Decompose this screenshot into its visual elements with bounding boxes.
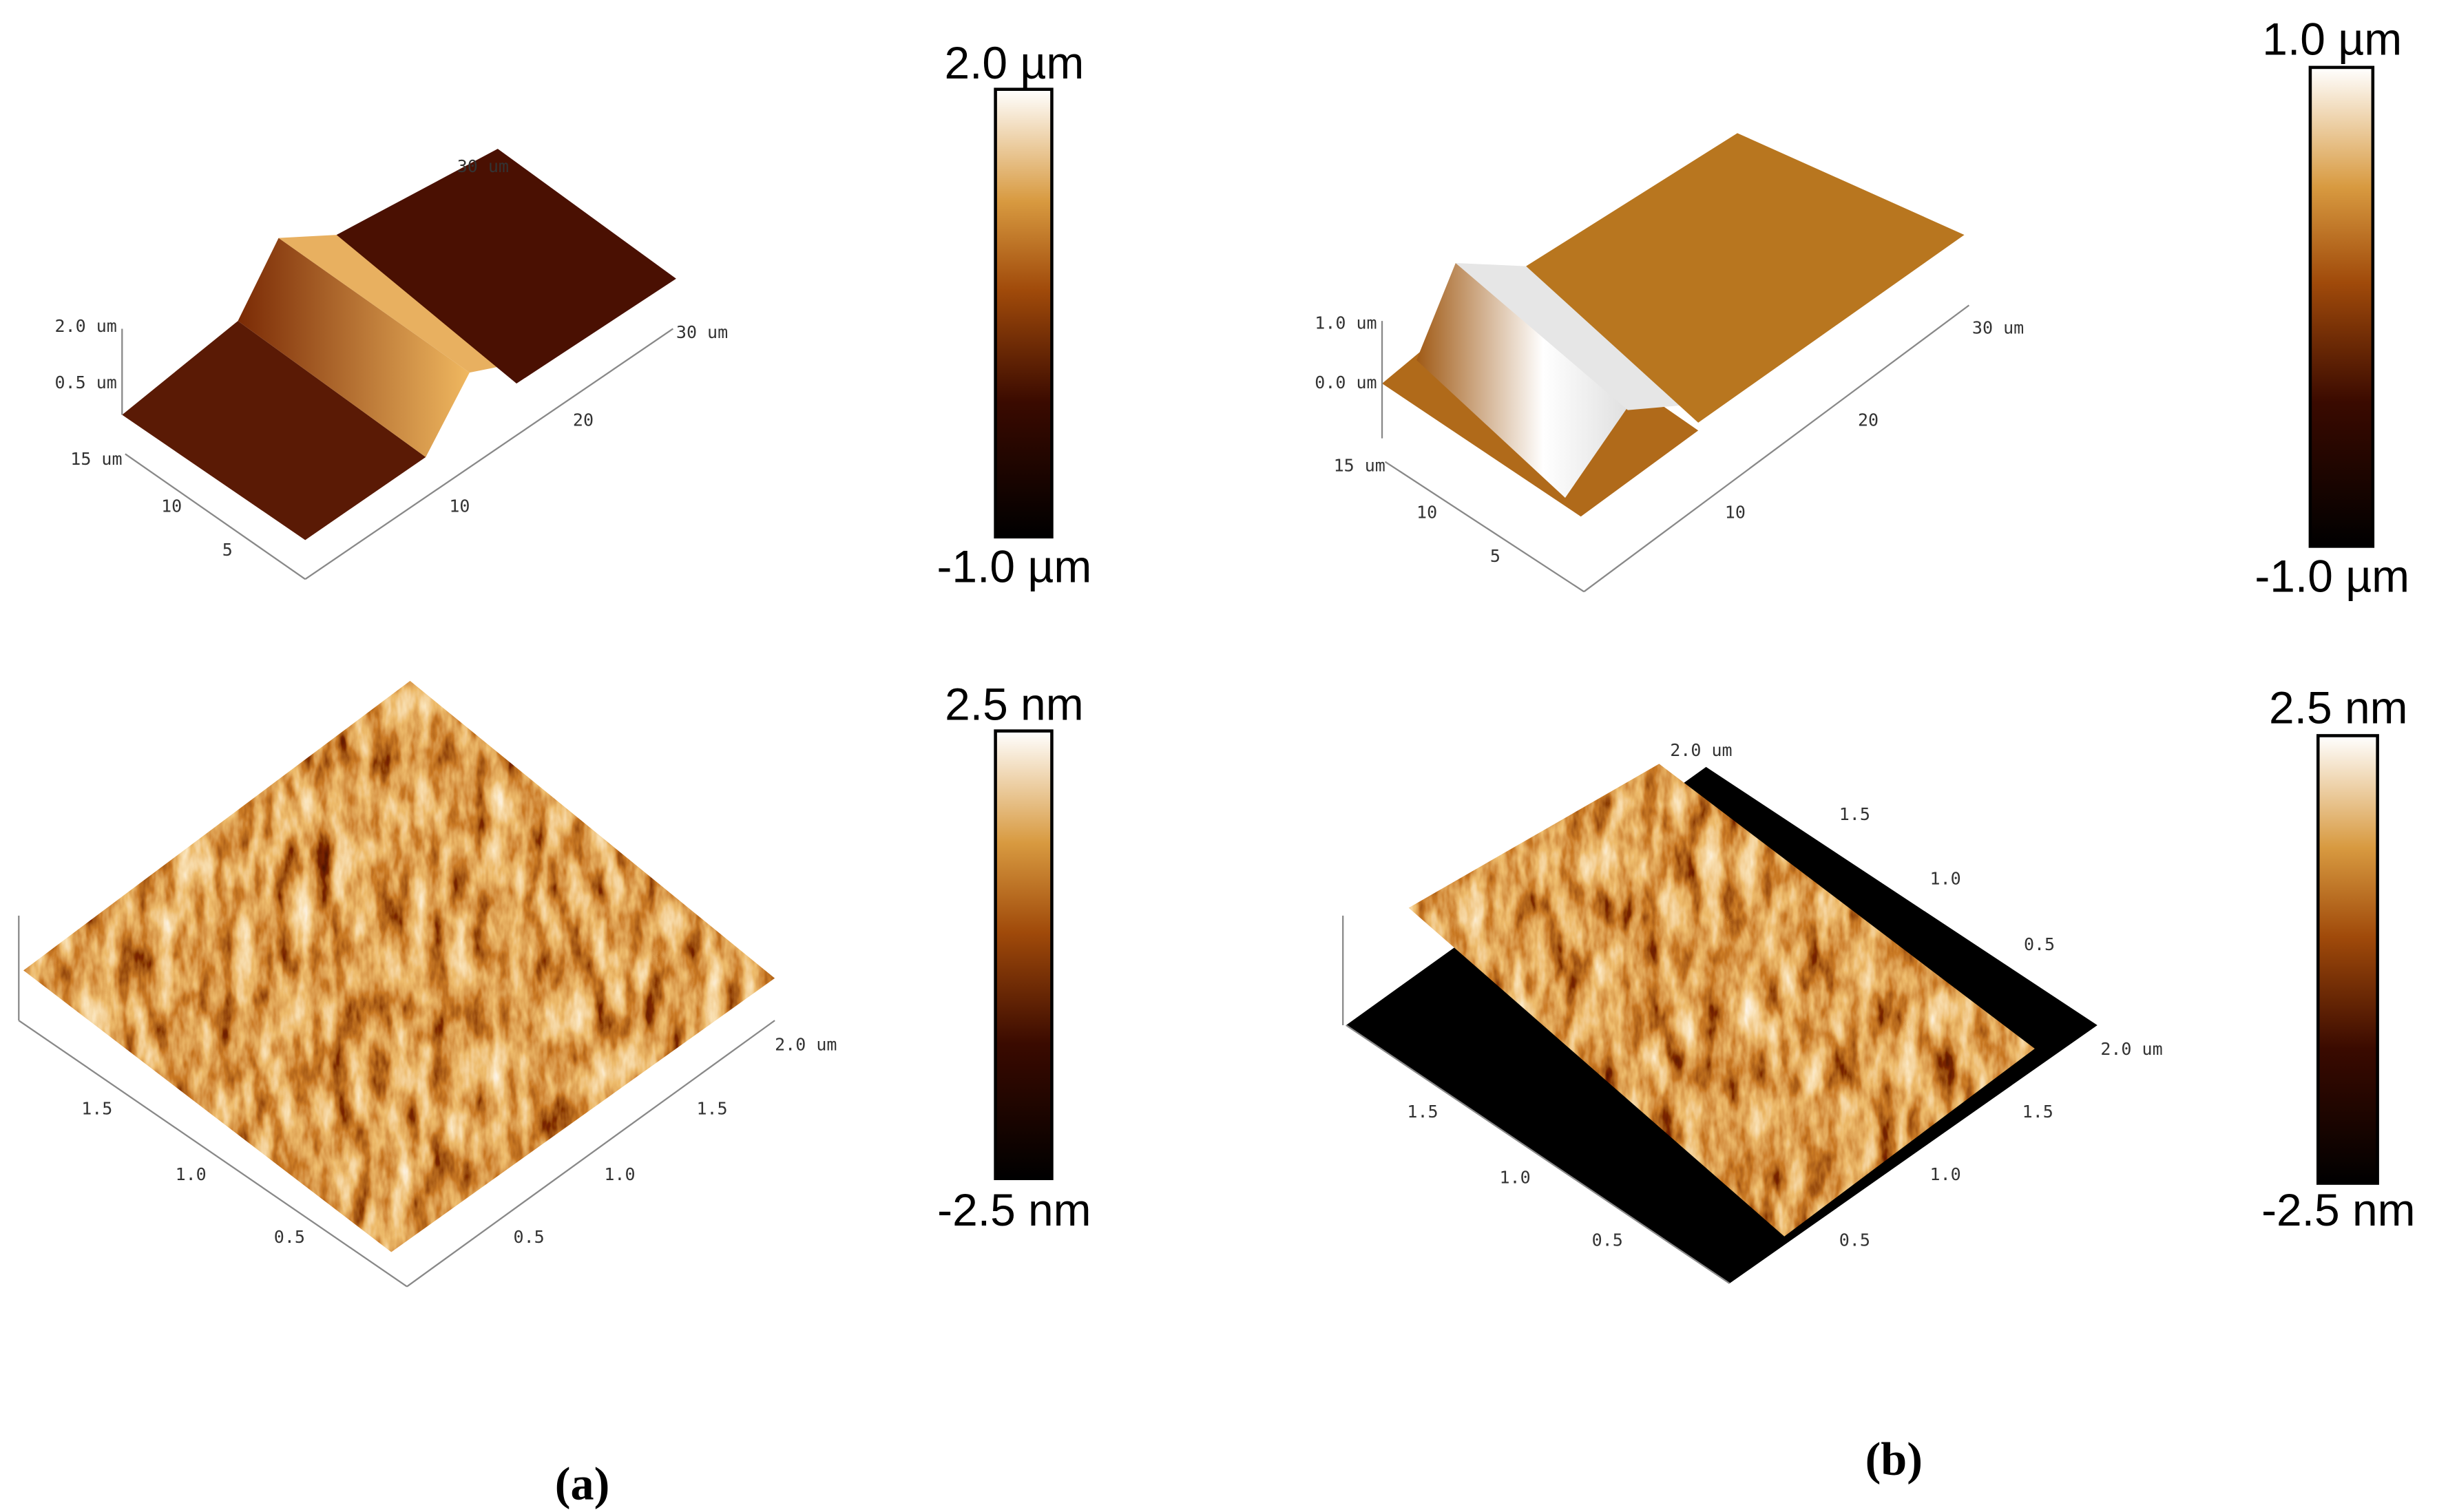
scale-max: 2.5 nm [945, 679, 1083, 730]
axis-label: 0.5 [274, 1227, 305, 1247]
colorbar [2316, 734, 2379, 1185]
axis-label: 2.0 um [2100, 1039, 2162, 1059]
colorbar [994, 729, 1054, 1180]
scale-max: 2.0 µm [944, 37, 1084, 88]
axis-label: 1.0 [1930, 868, 1961, 888]
axis-label: 1.5 [2022, 1102, 2053, 1122]
scale-min: -1.0 µm [937, 541, 1091, 592]
axis-label: 1.0 [604, 1164, 635, 1184]
axis-label: 0.5 [1839, 1230, 1870, 1250]
axis-label: 0.5 [514, 1227, 545, 1247]
axis-label: 10 [449, 496, 470, 516]
axis-label: 2.0 um [1670, 740, 1732, 760]
axis-label: 1.0 [176, 1164, 207, 1184]
axis-label: 1.5 [1407, 1102, 1438, 1122]
axis-label: 0.5 um [55, 372, 117, 392]
axis-label: 1.0 [1930, 1164, 1961, 1184]
axis-label: 5 [222, 540, 233, 560]
axis-label: 20 [1858, 410, 1879, 430]
scale-max: 1.0 µm [2262, 14, 2402, 65]
colorbar [994, 87, 1054, 539]
scale-max: 2.5 nm [2269, 682, 2407, 733]
panel-label: (a) [555, 1458, 610, 1510]
colorbar [2308, 65, 2375, 548]
axis-label: 20 [573, 410, 594, 430]
scale-min: -2.5 nm [937, 1184, 1091, 1235]
surface-b-top [1381, 133, 1970, 593]
axis-label: 15 um [1334, 455, 1385, 475]
surface-a-top [121, 149, 676, 580]
axis-label: 0.0 um [1315, 372, 1377, 392]
axis-label: 30 um [457, 156, 509, 176]
axis-label: 1.0 [1499, 1168, 1530, 1188]
axis-label: 10 [161, 496, 182, 516]
surface-a-bottom [18, 680, 775, 1288]
axis-label: 1.5 [1839, 804, 1870, 824]
axis-label: 2.0 um [775, 1034, 837, 1054]
surface-b-bottom [1342, 764, 2098, 1284]
axis-label: 1.0 um [1315, 313, 1377, 333]
axis-label: 1.5 [696, 1099, 727, 1119]
panel-label: (b) [1865, 1432, 1923, 1484]
axis-label: 15 um [70, 449, 122, 469]
scale-min: -2.5 nm [2261, 1184, 2415, 1235]
axis-label: 1.5 [81, 1099, 112, 1119]
axis-label: 10 [1416, 503, 1437, 523]
axis-label: 0.5 [2024, 934, 2055, 954]
axis-label: 0.5 [1592, 1230, 1623, 1250]
axis-label: 30 um [1972, 317, 2024, 337]
axis-label: 30 um [676, 322, 728, 342]
scale-min: -1.0 µm [2255, 550, 2409, 601]
axis-label: 2.0 um [55, 316, 117, 336]
axis-label: 10 [1725, 503, 1746, 523]
axis-label: 5 [1490, 546, 1500, 566]
